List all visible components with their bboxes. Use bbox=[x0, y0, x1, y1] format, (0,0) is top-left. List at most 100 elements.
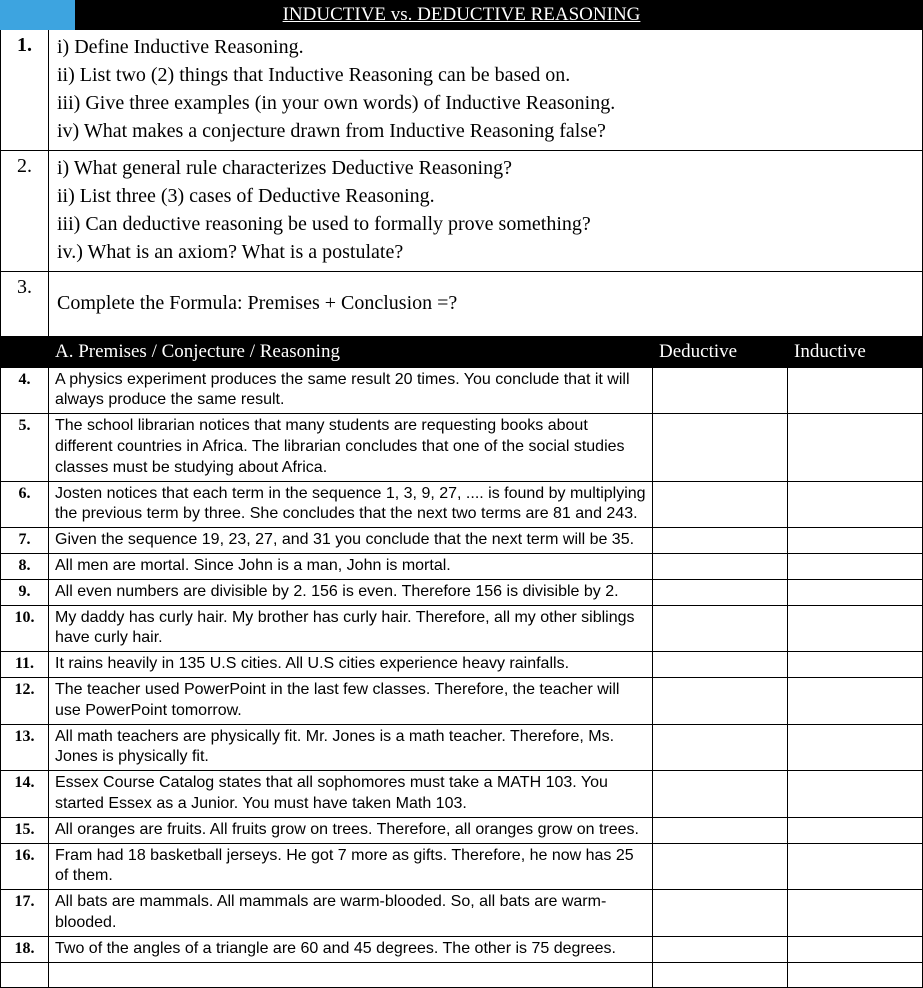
inductive-cell[interactable] bbox=[788, 936, 923, 962]
inductive-cell[interactable] bbox=[788, 724, 923, 771]
sub-item: i) Define Inductive Reasoning. bbox=[57, 34, 914, 61]
deductive-cell[interactable] bbox=[653, 843, 788, 890]
deductive-cell[interactable] bbox=[653, 652, 788, 678]
row-text: All men are mortal. Since John is a man,… bbox=[49, 554, 653, 580]
sub-item: Complete the Formula: Premises + Conclus… bbox=[57, 290, 914, 317]
upper-question-table: 1. i) Define Inductive Reasoning. ii) Li… bbox=[0, 30, 923, 337]
blank-header bbox=[1, 338, 49, 368]
page-title: INDUCTIVE vs. DEDUCTIVE REASONING bbox=[283, 4, 641, 25]
inductive-header: Inductive bbox=[788, 338, 923, 368]
row-text: Essex Course Catalog states that all sop… bbox=[49, 771, 653, 818]
deductive-cell[interactable] bbox=[653, 554, 788, 580]
question-content: Complete the Formula: Premises + Conclus… bbox=[49, 272, 923, 337]
inductive-cell[interactable] bbox=[788, 528, 923, 554]
section-header-row: A. Premises / Conjecture / Reasoning Ded… bbox=[1, 338, 923, 368]
row-number: 9. bbox=[1, 579, 49, 605]
row-text: All math teachers are physically fit. Mr… bbox=[49, 724, 653, 771]
inductive-cell[interactable] bbox=[788, 367, 923, 414]
sub-item: ii) List three (3) cases of Deductive Re… bbox=[57, 183, 914, 210]
row-number: 8. bbox=[1, 554, 49, 580]
sub-item: iii) Give three examples (in your own wo… bbox=[57, 90, 914, 117]
inductive-cell[interactable] bbox=[788, 652, 923, 678]
row-text: Two of the angles of a triangle are 60 a… bbox=[49, 936, 653, 962]
question-row-2: 2. i) What general rule characterizes De… bbox=[1, 151, 923, 272]
deductive-cell[interactable] bbox=[653, 962, 788, 988]
row-number: 6. bbox=[1, 481, 49, 528]
row-number: 14. bbox=[1, 771, 49, 818]
table-row: 4. A physics experiment produces the sam… bbox=[1, 367, 923, 414]
deductive-cell[interactable] bbox=[653, 936, 788, 962]
sub-item: i) What general rule characterizes Deduc… bbox=[57, 155, 914, 182]
question-number: 1. bbox=[1, 30, 49, 151]
row-text: Given the sequence 19, 23, 27, and 31 yo… bbox=[49, 528, 653, 554]
deductive-cell[interactable] bbox=[653, 414, 788, 481]
inductive-cell[interactable] bbox=[788, 554, 923, 580]
deductive-cell[interactable] bbox=[653, 367, 788, 414]
blue-tab bbox=[0, 0, 75, 30]
question-content: i) What general rule characterizes Deduc… bbox=[49, 151, 923, 272]
table-row: 15. All oranges are fruits. All fruits g… bbox=[1, 817, 923, 843]
row-number: 13. bbox=[1, 724, 49, 771]
table-row: 10. My daddy has curly hair. My brother … bbox=[1, 605, 923, 652]
inductive-cell[interactable] bbox=[788, 481, 923, 528]
row-number: 5. bbox=[1, 414, 49, 481]
question-number: 2. bbox=[1, 151, 49, 272]
inductive-cell[interactable] bbox=[788, 605, 923, 652]
inductive-cell[interactable] bbox=[788, 414, 923, 481]
deductive-cell[interactable] bbox=[653, 528, 788, 554]
sub-item: iv.) What is an axiom? What is a postula… bbox=[57, 239, 914, 266]
deductive-cell[interactable] bbox=[653, 678, 788, 725]
row-number: 10. bbox=[1, 605, 49, 652]
deductive-cell[interactable] bbox=[653, 771, 788, 818]
question-content: i) Define Inductive Reasoning. ii) List … bbox=[49, 30, 923, 151]
row-text: All oranges are fruits. All fruits grow … bbox=[49, 817, 653, 843]
row-text: All bats are mammals. All mammals are wa… bbox=[49, 890, 653, 937]
table-row: 16. Fram had 18 basketball jerseys. He g… bbox=[1, 843, 923, 890]
row-number: 17. bbox=[1, 890, 49, 937]
deductive-cell[interactable] bbox=[653, 605, 788, 652]
deductive-cell[interactable] bbox=[653, 481, 788, 528]
deductive-header: Deductive bbox=[653, 338, 788, 368]
row-number: 4. bbox=[1, 367, 49, 414]
sub-item: ii) List two (2) things that Inductive R… bbox=[57, 62, 914, 89]
inductive-cell[interactable] bbox=[788, 771, 923, 818]
inductive-cell[interactable] bbox=[788, 579, 923, 605]
row-number: 16. bbox=[1, 843, 49, 890]
title-bar: INDUCTIVE vs. DEDUCTIVE REASONING bbox=[0, 0, 923, 30]
table-row: 17. All bats are mammals. All mammals ar… bbox=[1, 890, 923, 937]
row-number: 18. bbox=[1, 936, 49, 962]
question-row-3: 3. Complete the Formula: Premises + Conc… bbox=[1, 272, 923, 337]
deductive-cell[interactable] bbox=[653, 817, 788, 843]
deductive-cell[interactable] bbox=[653, 890, 788, 937]
row-text: A physics experiment produces the same r… bbox=[49, 367, 653, 414]
row-number: 12. bbox=[1, 678, 49, 725]
deductive-cell[interactable] bbox=[653, 579, 788, 605]
table-row: 6. Josten notices that each term in the … bbox=[1, 481, 923, 528]
table-row: 12. The teacher used PowerPoint in the l… bbox=[1, 678, 923, 725]
inductive-cell[interactable] bbox=[788, 890, 923, 937]
inductive-cell[interactable] bbox=[788, 962, 923, 988]
question-number: 3. bbox=[1, 272, 49, 337]
sub-item: iii) Can deductive reasoning be used to … bbox=[57, 211, 914, 238]
table-row: 5. The school librarian notices that man… bbox=[1, 414, 923, 481]
deductive-cell[interactable] bbox=[653, 724, 788, 771]
question-row-1: 1. i) Define Inductive Reasoning. ii) Li… bbox=[1, 30, 923, 151]
row-text: The school librarian notices that many s… bbox=[49, 414, 653, 481]
table-row: 8. All men are mortal. Since John is a m… bbox=[1, 554, 923, 580]
inductive-cell[interactable] bbox=[788, 678, 923, 725]
table-row: 9. All even numbers are divisible by 2. … bbox=[1, 579, 923, 605]
table-row-empty bbox=[1, 962, 923, 988]
reasoning-table: A. Premises / Conjecture / Reasoning Ded… bbox=[0, 337, 923, 988]
row-text: Fram had 18 basketball jerseys. He got 7… bbox=[49, 843, 653, 890]
row-text: The teacher used PowerPoint in the last … bbox=[49, 678, 653, 725]
inductive-cell[interactable] bbox=[788, 843, 923, 890]
table-row: 14. Essex Course Catalog states that all… bbox=[1, 771, 923, 818]
premises-header: A. Premises / Conjecture / Reasoning bbox=[49, 338, 653, 368]
sub-item: iv) What makes a conjecture drawn from I… bbox=[57, 118, 914, 145]
row-number: 15. bbox=[1, 817, 49, 843]
row-number: 7. bbox=[1, 528, 49, 554]
row-text: Josten notices that each term in the seq… bbox=[49, 481, 653, 528]
row-text: My daddy has curly hair. My brother has … bbox=[49, 605, 653, 652]
table-row: 18. Two of the angles of a triangle are … bbox=[1, 936, 923, 962]
inductive-cell[interactable] bbox=[788, 817, 923, 843]
